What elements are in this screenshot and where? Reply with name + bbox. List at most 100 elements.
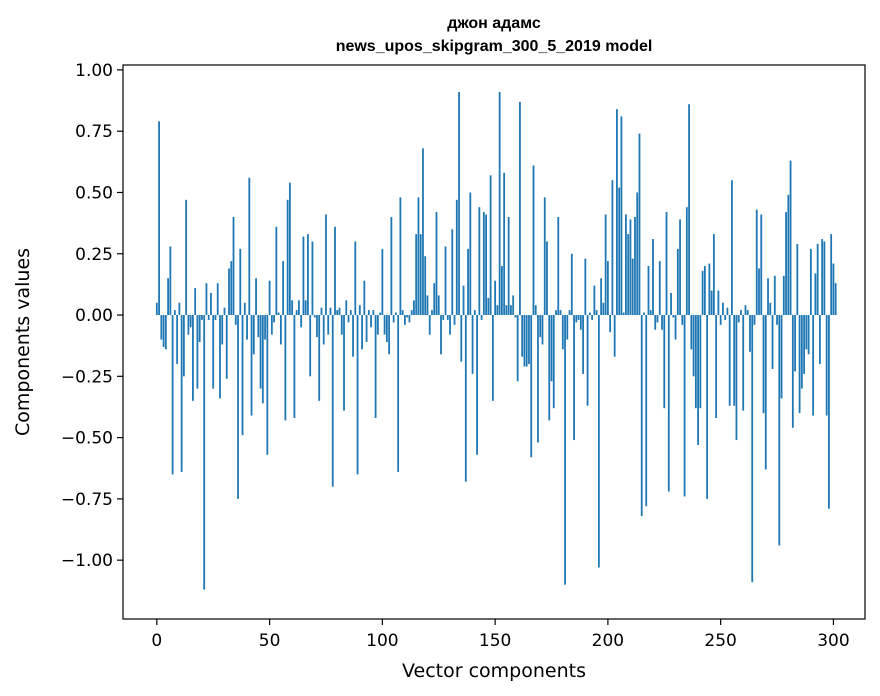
bar-174 (548, 315, 551, 421)
bar-222 (656, 315, 659, 323)
bar-198 (602, 302, 605, 316)
bar-109 (401, 310, 404, 316)
y-tick-label: 0.50 (75, 183, 113, 203)
bar-16 (192, 315, 194, 401)
bar-193 (591, 315, 593, 320)
bar-287 (803, 315, 805, 374)
bar-140 (471, 315, 474, 374)
bar-231 (676, 248, 679, 316)
bar-80 (336, 310, 339, 316)
bar-196 (597, 315, 600, 568)
bar-163 (523, 315, 526, 367)
bar-143 (478, 207, 481, 316)
bar-50 (268, 280, 271, 316)
bar-152 (498, 91, 501, 316)
bar-98 (376, 315, 379, 335)
bar-15 (189, 315, 192, 328)
bar-38 (241, 315, 244, 436)
bar-62 (295, 310, 298, 316)
bar-227 (667, 315, 670, 492)
bar-136 (462, 285, 465, 316)
bar-88 (354, 241, 357, 316)
bar-179 (559, 310, 562, 316)
bar-297 (825, 315, 828, 416)
bar-260 (742, 315, 745, 411)
bar-258 (737, 315, 740, 323)
bar-177 (555, 310, 557, 316)
bar-22 (205, 283, 208, 316)
bar-254 (728, 315, 731, 406)
bar-86 (349, 310, 352, 316)
x-tick-label: 0 (151, 631, 162, 651)
bar-51 (270, 315, 273, 335)
bar-44 (255, 278, 257, 316)
bar-82 (340, 315, 343, 335)
bar-93 (365, 315, 368, 342)
bar-162 (521, 315, 524, 357)
bar-7 (171, 315, 174, 475)
bar-197 (600, 278, 603, 316)
bar-23 (207, 315, 210, 320)
bar-117 (419, 234, 422, 316)
y-tick-label: −0.75 (61, 490, 113, 510)
bar-234 (683, 315, 686, 497)
bar-91 (361, 315, 363, 350)
bar-112 (408, 315, 411, 323)
bar-97 (374, 315, 377, 418)
bar-253 (726, 307, 729, 316)
bar-228 (670, 292, 672, 316)
bar-121 (428, 315, 431, 335)
bar-249 (717, 290, 720, 316)
bar-192 (588, 312, 591, 316)
y-tick-label: 0.00 (75, 306, 113, 326)
bar-85 (347, 315, 350, 323)
bar-129 (446, 315, 449, 320)
x-axis-label: Vector components (402, 660, 586, 682)
bar-298 (828, 315, 830, 509)
bar-113 (410, 310, 413, 316)
chart-title-line-2: news_upos_skipgram_300_5_2019 model (336, 38, 653, 55)
bar-208 (625, 214, 627, 316)
bar-194 (593, 285, 596, 316)
bar-81 (338, 307, 341, 316)
bar-165 (528, 315, 530, 365)
bar-185 (573, 315, 575, 441)
bar-131 (451, 229, 454, 316)
bar-148 (489, 175, 492, 316)
bar-255 (731, 180, 733, 316)
bar-257 (735, 315, 738, 441)
bar-122 (431, 310, 433, 316)
bar-182 (566, 315, 569, 340)
bar-111 (406, 315, 409, 318)
y-tick-label: −0.50 (61, 429, 113, 449)
bar-242 (701, 270, 704, 316)
bar-67 (307, 234, 309, 316)
bar-166 (530, 315, 533, 458)
bar-247 (712, 234, 715, 316)
bar-220 (652, 239, 654, 316)
bar-9 (176, 315, 179, 365)
bar-114 (413, 300, 415, 316)
bar-217 (645, 315, 648, 507)
bar-299 (830, 234, 833, 316)
bar-116 (417, 197, 420, 316)
bar-279 (785, 212, 787, 316)
bar-278 (782, 275, 785, 316)
bar-104 (390, 216, 393, 316)
bar-94 (367, 310, 370, 316)
bars-group (155, 91, 837, 590)
bar-261 (744, 305, 747, 316)
bar-155 (505, 305, 508, 316)
bar-199 (604, 214, 607, 316)
bar-211 (631, 258, 634, 316)
bar-239 (694, 315, 697, 409)
bar-251 (722, 302, 724, 316)
bar-119 (424, 256, 427, 316)
bar-146 (485, 214, 487, 316)
bar-275 (776, 315, 778, 325)
bar-280 (787, 194, 790, 316)
bar-295 (821, 239, 824, 316)
x-tick-label: 150 (479, 631, 511, 651)
bar-59 (288, 182, 291, 316)
